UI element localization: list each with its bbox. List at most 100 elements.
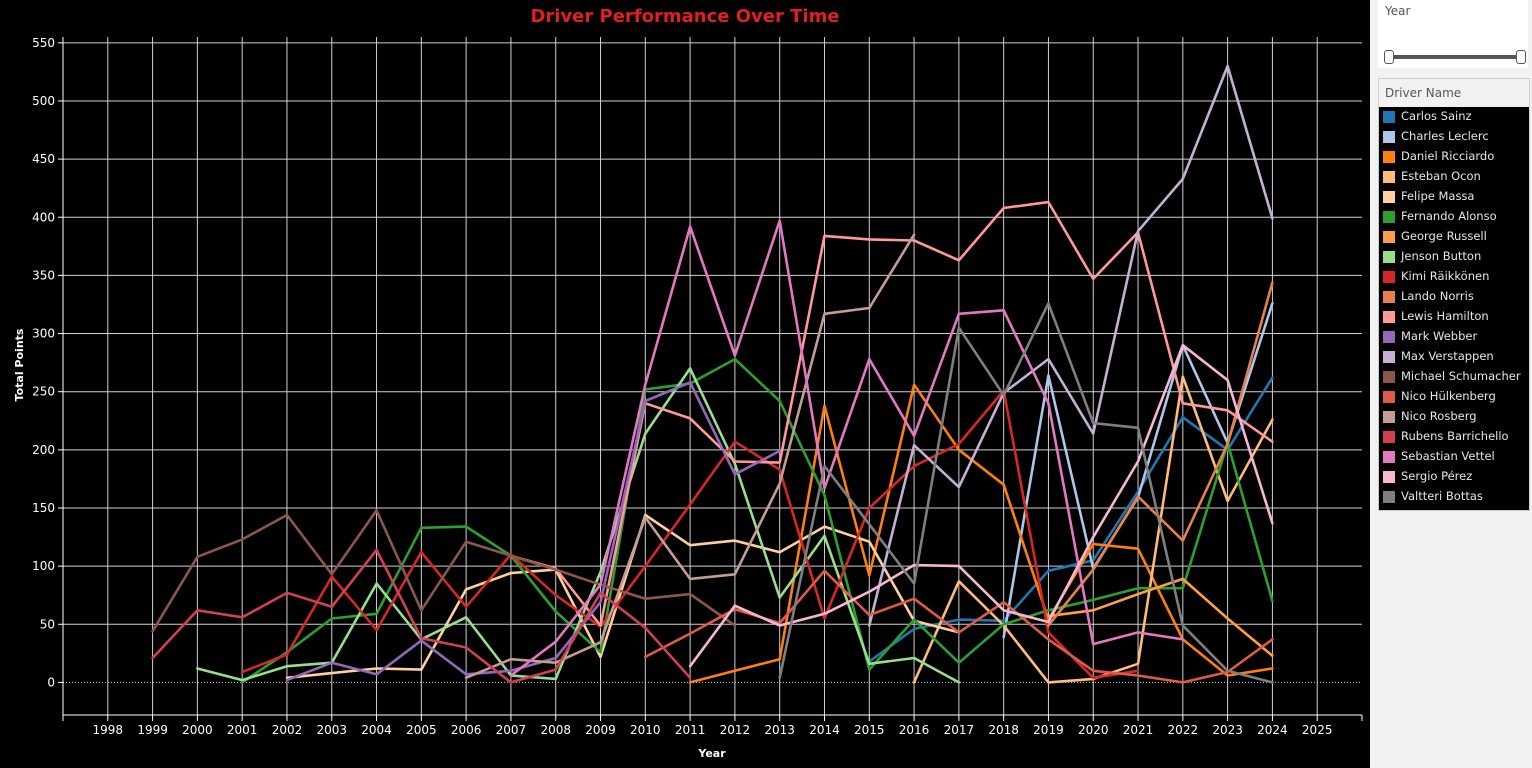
series-line-felipe-massa[interactable]	[285, 513, 961, 680]
series-line-kimi-raikkonen[interactable]	[240, 389, 1140, 680]
series-line-george-russell[interactable]	[1047, 577, 1274, 658]
x-tick-label: 2012	[720, 723, 751, 737]
x-tick-label: 2011	[675, 723, 706, 737]
legend-swatch	[1383, 311, 1395, 323]
series-line-sergio-perez[interactable]	[688, 343, 1274, 668]
legend-item-max-verstappen[interactable]: Max Verstappen	[1379, 347, 1529, 367]
series-line-fernando-alonso[interactable]	[240, 357, 1274, 684]
driver-legend-title: Driver Name	[1379, 79, 1529, 107]
legend-label: Rubens Barrichello	[1401, 429, 1509, 443]
x-tick-label: 2016	[899, 723, 930, 737]
legend-label: Lando Norris	[1401, 289, 1474, 303]
x-tick-label: 2021	[1123, 723, 1154, 737]
series-line-lewis-hamilton[interactable]	[509, 200, 1274, 627]
year-filter: Year	[1378, 0, 1528, 68]
legend-item-george-russell[interactable]: George Russell	[1379, 227, 1529, 247]
x-tick-label: 2014	[809, 723, 840, 737]
legend-item-nico-hulkenberg[interactable]: Nico Hülkenberg	[1379, 387, 1529, 407]
y-tick-label: 200	[32, 443, 55, 457]
legend-item-sergio-perez[interactable]: Sergio Pérez	[1379, 467, 1529, 487]
series-line-daniel-ricciardo[interactable]	[688, 383, 1274, 684]
legend-item-lewis-hamilton[interactable]: Lewis Hamilton	[1379, 307, 1529, 327]
legend-label: Jenson Button	[1401, 249, 1482, 263]
x-tick-label: 2002	[272, 723, 303, 737]
axes: 1998 1999 2000 2001 2002 2003 2004 2005 2006 2007…	[32, 36, 1363, 737]
legend-swatch	[1383, 251, 1395, 263]
x-tick-label: 2009	[585, 723, 616, 737]
x-tick-label: 2015	[854, 723, 885, 737]
legend-item-lando-norris[interactable]: Lando Norris	[1379, 287, 1529, 307]
driver-legend: Driver Name Carlos Sainz Charles Leclerc D…	[1378, 78, 1530, 511]
legend-swatch	[1383, 171, 1395, 183]
legend-item-carlos-sainz[interactable]: Carlos Sainz	[1379, 107, 1529, 127]
y-axis-label: Total Points	[13, 328, 26, 401]
legend-swatch	[1383, 271, 1395, 283]
x-tick-label: 2005	[406, 723, 437, 737]
legend-label: Mark Webber	[1401, 329, 1478, 343]
y-tick-label: 350	[32, 268, 55, 282]
x-tick-label: 2024	[1257, 723, 1288, 737]
series-line-mark-webber[interactable]	[285, 381, 782, 682]
series-line-max-verstappen[interactable]	[867, 64, 1274, 627]
legend-item-nico-rosberg[interactable]: Nico Rosberg	[1379, 407, 1529, 427]
legend-item-mark-webber[interactable]: Mark Webber	[1379, 327, 1529, 347]
legend-label: Esteban Ocon	[1401, 169, 1481, 183]
series-line-jenson-button[interactable]	[196, 367, 961, 684]
legend-swatch	[1383, 431, 1395, 443]
legend-label: Lewis Hamilton	[1401, 309, 1489, 323]
series-line-michael-schumacher[interactable]	[151, 508, 737, 633]
legend-item-fernando-alonso[interactable]: Fernando Alonso	[1379, 207, 1529, 227]
legend-swatch	[1383, 231, 1395, 243]
legend-label: Fernando Alonso	[1401, 209, 1497, 223]
x-tick-label: 2003	[316, 723, 347, 737]
y-tick-label: 400	[32, 210, 55, 224]
legend-swatch	[1383, 371, 1395, 383]
legend-swatch	[1383, 471, 1395, 483]
legend-item-rubens-barrichello[interactable]: Rubens Barrichello	[1379, 427, 1529, 447]
legend-item-charles-leclerc[interactable]: Charles Leclerc	[1379, 127, 1529, 147]
x-tick-label: 2000	[182, 723, 213, 737]
legend-item-sebastian-vettel[interactable]: Sebastian Vettel	[1379, 447, 1529, 467]
legend-label: Valtteri Bottas	[1401, 489, 1483, 503]
y-tick-label: 100	[32, 559, 55, 573]
legend-label: Carlos Sainz	[1401, 109, 1472, 123]
series-line-carlos-sainz[interactable]	[867, 376, 1274, 663]
legend-label: Max Verstappen	[1401, 349, 1494, 363]
y-tick-label: 50	[40, 617, 55, 631]
series-line-nico-hulkenberg[interactable]	[643, 569, 1274, 684]
x-tick-label: 2018	[988, 723, 1019, 737]
grid	[63, 37, 1362, 715]
series-lines	[151, 64, 1274, 684]
year-slider-start-handle[interactable]	[1384, 50, 1394, 64]
x-tick-label: 1999	[137, 723, 168, 737]
series-line-nico-rosberg[interactable]	[464, 233, 916, 680]
x-tick-label: 2017	[944, 723, 975, 737]
year-slider-end-handle[interactable]	[1516, 50, 1526, 64]
legend-swatch	[1383, 491, 1395, 503]
y-tick-label: 300	[32, 327, 55, 341]
x-tick-label: 2023	[1212, 723, 1243, 737]
legend-label: Nico Hülkenberg	[1401, 389, 1496, 403]
x-tick-label: 2004	[361, 723, 392, 737]
legend-label: Felipe Massa	[1401, 189, 1475, 203]
x-tick-label: 2001	[227, 723, 258, 737]
y-tick-label: 150	[32, 501, 55, 515]
series-line-valtteri-bottas[interactable]	[778, 301, 1274, 684]
legend-item-kimi-raikkonen[interactable]: Kimi Räikkönen	[1379, 267, 1529, 287]
legend-item-daniel-ricciardo[interactable]: Daniel Ricciardo	[1379, 147, 1529, 167]
legend-swatch	[1383, 131, 1395, 143]
legend-item-felipe-massa[interactable]: Felipe Massa	[1379, 187, 1529, 207]
legend-item-michael-schumacher[interactable]: Michael Schumacher	[1379, 367, 1529, 387]
x-tick-label: 2020	[1078, 723, 1109, 737]
series-line-rubens-barrichello[interactable]	[151, 548, 692, 684]
legend-item-jenson-button[interactable]: Jenson Button	[1379, 247, 1529, 267]
y-tick-label: 0	[47, 675, 55, 689]
year-slider-track[interactable]	[1388, 55, 1520, 59]
legend-swatch	[1383, 391, 1395, 403]
legend-swatch	[1383, 411, 1395, 423]
series-line-sebastian-vettel[interactable]	[509, 219, 1185, 677]
legend-item-esteban-ocon[interactable]: Esteban Ocon	[1379, 167, 1529, 187]
legend-item-valtteri-bottas[interactable]: Valtteri Bottas	[1379, 487, 1529, 507]
legend-swatch	[1383, 451, 1395, 463]
legend-label: George Russell	[1401, 229, 1487, 243]
